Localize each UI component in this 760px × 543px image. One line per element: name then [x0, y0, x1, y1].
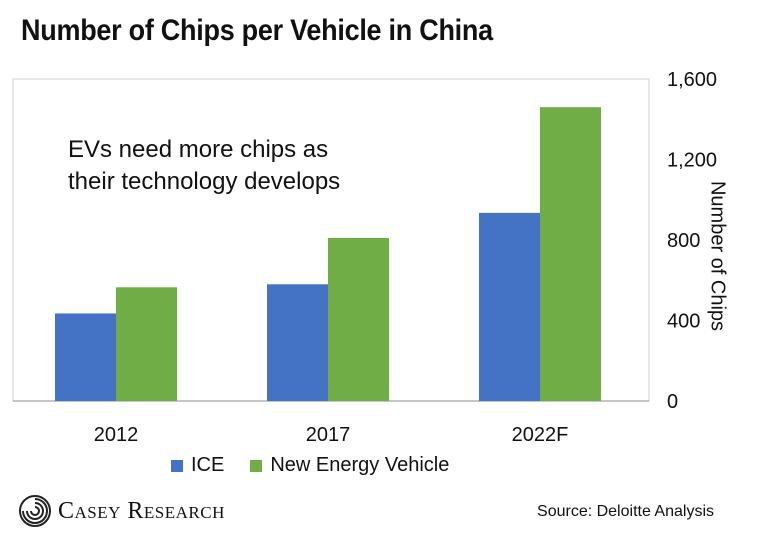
y-tick-label-800: 800 [667, 230, 700, 252]
x-tick-label-2012: 2012 [94, 424, 139, 446]
logo-text: Casey Research [58, 497, 225, 524]
legend: ICE New Energy Vehicle [171, 454, 475, 477]
y-tick-labels: 0 400 800 1,200 1,600 [667, 69, 717, 413]
y-tick-label-1600: 1,600 [667, 69, 717, 91]
bar-nev-2012 [116, 287, 177, 401]
bars-group [55, 107, 601, 402]
legend-swatch-nev [250, 459, 263, 472]
bar-nev-2017 [328, 237, 389, 401]
chart-annotation: EVs need more chips as their technology … [68, 134, 388, 198]
y-axis-label: Number of Chips [706, 180, 729, 332]
bar-nev-2022F [540, 107, 601, 402]
y-tick-label-400: 400 [667, 311, 700, 333]
source-note: Source: Deloitte Analysis [537, 503, 714, 520]
legend-swatch-ice [171, 459, 183, 472]
swirl-logo-icon [19, 495, 51, 527]
x-tick-label-2022F: 2022F [512, 424, 569, 446]
y-tick-label-0: 0 [667, 391, 678, 413]
y-tick-label-1200: 1,200 [667, 150, 717, 172]
bar-ice-2022F [479, 212, 540, 401]
annotation-line-2: their technology develops [68, 168, 341, 195]
x-tick-labels: 2012 2017 2022F [94, 424, 569, 446]
legend-item-ice: ICE [171, 454, 224, 477]
legend-item-nev: New Energy Vehicle [250, 454, 449, 477]
bar-ice-2017 [267, 284, 328, 401]
legend-label-ice: ICE [191, 454, 225, 476]
annotation-line-1: EVs need more chips as [68, 136, 329, 163]
x-tick-label-2017: 2017 [306, 424, 351, 446]
legend-label-nev: New Energy Vehicle [270, 454, 450, 476]
casey-research-logo: Casey Research [18, 494, 225, 528]
chart-title: Number of Chips per Vehicle in China [21, 14, 493, 47]
bar-ice-2012 [55, 313, 116, 401]
